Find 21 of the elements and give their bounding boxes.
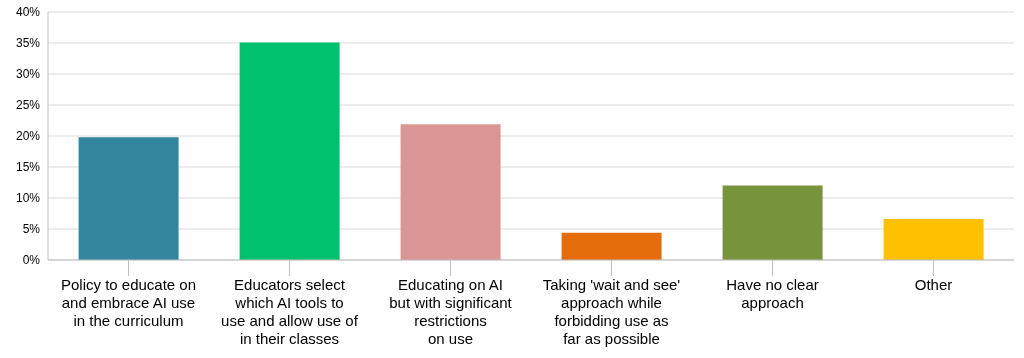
y-tick-label: 40% [15, 5, 41, 20]
y-tick-label: 25% [15, 98, 41, 113]
x-tick-label: Have no clear approach [726, 276, 819, 311]
y-tick-label: 20% [15, 129, 41, 144]
x-tick-label: Educators select which AI tools to use and allow use of in their classes [221, 276, 359, 347]
bar [883, 219, 984, 260]
bar [239, 42, 340, 260]
x-tick-label: Policy to educate on and embrace AI use in the curriculum [60, 276, 197, 329]
y-tick-label: 35% [15, 36, 41, 51]
y-tick-label: 5% [22, 222, 41, 237]
y-tick-label: 10% [15, 191, 41, 206]
y-tick-label: 30% [15, 67, 41, 82]
y-tick-label: 0% [22, 253, 41, 268]
x-tick-label: Taking 'wait and see' approach while forbidding use as far as possible [542, 276, 681, 347]
x-tick-label: Educating on AI but with significant restrictions on use [389, 276, 513, 347]
bar [722, 185, 823, 260]
x-tick-label: Other [914, 276, 953, 293]
bar [561, 232, 662, 260]
y-tick-label: 15% [15, 160, 41, 175]
bar [400, 124, 501, 260]
bar [78, 137, 179, 260]
